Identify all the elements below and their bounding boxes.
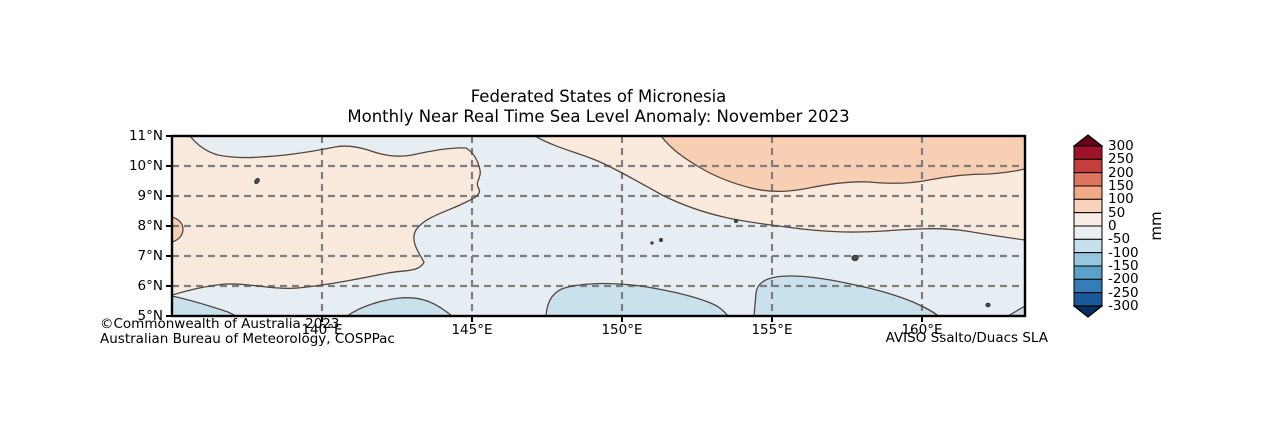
- colorbar-tick-label: 300: [1108, 138, 1134, 154]
- chart-title-line2: Monthly Near Real Time Sea Level Anomaly…: [347, 107, 850, 126]
- colorbar-tick-label: 100: [1108, 191, 1134, 208]
- colorbar-extend-top: [1072, 134, 1104, 147]
- sla-region-northeast-50-100: [661, 136, 1025, 192]
- x-tick-mark: [921, 316, 923, 322]
- x-tick-label: 150°E: [601, 322, 643, 338]
- colorbar: [1072, 134, 1104, 318]
- attribution-line2: Australian Bureau of Meteorology, COSPPa…: [100, 330, 395, 347]
- colorbar-tick-label: 150: [1108, 178, 1134, 194]
- y-tick-mark: [166, 195, 172, 197]
- colorbar-segment: [1073, 265, 1103, 280]
- y-tick-label: 8°N: [137, 218, 163, 234]
- y-tick-mark: [166, 255, 172, 257]
- x-tick-mark: [621, 316, 623, 322]
- island-marker-atoll: [734, 218, 739, 223]
- contour-west-pocket-50: [172, 216, 184, 243]
- colorbar-tick-label: 0: [1108, 218, 1117, 234]
- island-marker-chuuk-2: [659, 237, 664, 242]
- colorbar-segment: [1073, 278, 1103, 294]
- colorbar-extend-bottom: [1072, 305, 1104, 318]
- colorbar-segment: [1073, 198, 1103, 214]
- colorbar-segment: [1073, 158, 1103, 174]
- colorbar-segment: [1073, 185, 1103, 200]
- x-axis: 140°E 145°E 150°E 155°E 160°E: [172, 316, 1025, 350]
- chart-title: Federated States of Micronesia Monthly N…: [172, 87, 1025, 127]
- colorbar-tick-label: -300: [1108, 298, 1139, 314]
- colorbar-tick-label: 250: [1108, 151, 1134, 168]
- colorbar-segment: [1073, 292, 1103, 307]
- gridlines: [172, 136, 1025, 316]
- islands: [254, 177, 991, 308]
- colorbar-tick-label: -100: [1108, 244, 1139, 261]
- sla-region-south-neg100-2: [347, 297, 452, 316]
- x-tick-mark: [321, 316, 323, 322]
- y-tick-mark: [166, 225, 172, 227]
- island-marker-chuuk-1: [650, 241, 654, 245]
- colorbar-tick-labels: 300 250 200 150 100 50 0 -50 -100 -150 -200 -250 -30…: [1108, 134, 1154, 324]
- island-marker-kosrae: [985, 302, 991, 308]
- island-marker-yap: [254, 177, 260, 185]
- x-tick-mark: [471, 316, 473, 322]
- colorbar-segment: [1073, 145, 1103, 160]
- island-marker-pohnpei: [851, 254, 859, 262]
- colorbar-tick-label: 50: [1108, 204, 1126, 221]
- colorbar-segment: [1073, 238, 1103, 254]
- y-tick-mark: [166, 285, 172, 287]
- map-plot: [170, 134, 1027, 318]
- chart-title-line1: Federated States of Micronesia: [470, 87, 727, 106]
- colorbar-tick-label: -150: [1108, 258, 1139, 274]
- y-tick-label: 5°N: [137, 308, 163, 324]
- y-tick-mark: [166, 315, 172, 317]
- contour-south-1: [172, 295, 237, 316]
- x-tick-label: 155°E: [751, 322, 793, 338]
- attribution-line1: ©Commonwealth of Australia 2023: [100, 316, 340, 332]
- contour-south-3: [545, 282, 729, 316]
- y-tick-label: 10°N: [128, 158, 163, 174]
- y-tick-label: 9°N: [137, 188, 163, 204]
- contour-west-0: [172, 136, 481, 296]
- colorbar-segment: [1073, 225, 1103, 240]
- data-credit-text: AVISO Ssalto/Duacs SLA: [885, 330, 1048, 346]
- x-tick-label: 160°E: [901, 322, 943, 338]
- colorbar-tick-label: 200: [1108, 164, 1134, 181]
- x-tick-label: 140°E: [301, 322, 343, 338]
- y-tick-mark: [166, 135, 172, 137]
- x-tick-label: 145°E: [451, 322, 493, 338]
- sla-region-south-neg100-1: [172, 296, 236, 316]
- contour-south-2: [346, 297, 453, 316]
- y-axis: 11°N 10°N 9°N 8°N 7°N 6°N 5°N: [0, 128, 172, 324]
- colorbar-svg: [1072, 134, 1104, 318]
- x-tick-mark: [771, 316, 773, 322]
- contour-east-0: [534, 136, 1025, 241]
- plot-border: [170, 134, 1027, 318]
- contour-northeast-50: [660, 136, 1025, 193]
- colorbar-tick-label: -250: [1108, 284, 1139, 301]
- contour-lines: [172, 136, 1025, 316]
- sla-pocket-west-50-100: [172, 217, 183, 242]
- y-tick-label: 7°N: [137, 248, 163, 264]
- colorbar-segment: [1073, 172, 1103, 187]
- colorbar-tick-label: -50: [1108, 231, 1131, 248]
- colorbar-unit-label: mm: [1147, 211, 1165, 241]
- sla-region-south-neg100-3: [546, 283, 728, 316]
- colorbar-segment: [1073, 252, 1103, 267]
- colorbar-tick-label: -200: [1108, 271, 1139, 288]
- map-svg: [170, 134, 1027, 318]
- y-tick-label: 11°N: [128, 128, 163, 144]
- colorbar-segment: [1073, 212, 1103, 227]
- attribution-text: ©Commonwealth of Australia 2023 Australi…: [100, 317, 395, 346]
- contour-south-4: [753, 275, 939, 316]
- y-tick-mark: [166, 165, 172, 167]
- contour-south-5: [1007, 305, 1025, 316]
- y-tick-label: 6°N: [137, 278, 163, 294]
